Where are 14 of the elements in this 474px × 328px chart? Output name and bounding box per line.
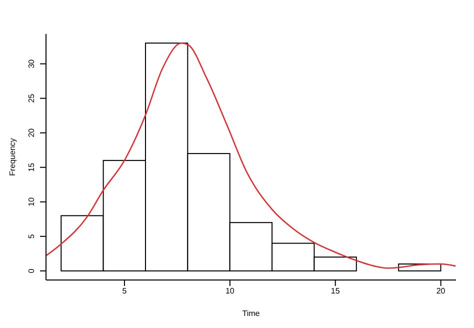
y-tick-label: 30 (27, 58, 36, 68)
y-tick-label: 15 (27, 162, 36, 172)
x-tick-label: 15 (330, 286, 340, 296)
x-tick-label: 10 (225, 286, 235, 296)
y-tick-label: 20 (27, 128, 36, 138)
y-axis-title: Frequency (8, 138, 17, 176)
y-tick-label: 10 (27, 196, 36, 206)
y-tick-label: 5 (27, 234, 36, 239)
x-axis-title: Time (242, 309, 260, 318)
y-tick-label: 0 (27, 268, 36, 274)
line-series (46, 42, 456, 269)
y-tick-label: 25 (27, 93, 36, 103)
x-tick-label: 20 (436, 286, 446, 296)
x-tick-label: 5 (122, 286, 128, 296)
